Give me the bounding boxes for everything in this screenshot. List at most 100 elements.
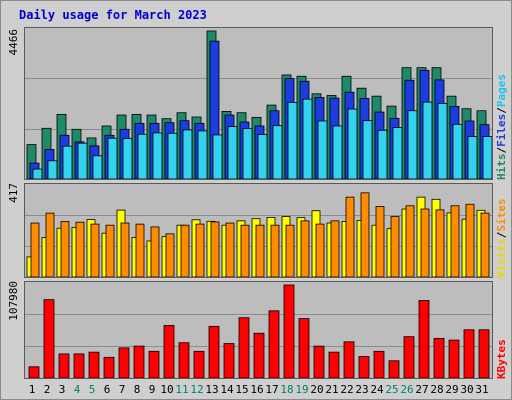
- kbytes-bar: [178, 342, 190, 378]
- x-tick-label: 15: [235, 383, 249, 396]
- pages-bar: [182, 129, 193, 179]
- x-tick-label: 9: [148, 383, 156, 396]
- sites-side-legend: Visits/Sites: [495, 198, 508, 279]
- sites-bar: [480, 212, 490, 277]
- kbytes-bar: [223, 343, 235, 378]
- kbytes-bar: [343, 341, 355, 378]
- pages-bar: [62, 145, 73, 179]
- sites-bar: [465, 203, 475, 277]
- pages-bar: [77, 142, 88, 179]
- hits-files-pages-chart: [25, 30, 492, 179]
- kbytes-bar: [268, 310, 280, 378]
- legend-kbytes: KBytes: [495, 339, 508, 379]
- kbytes-bar: [478, 329, 490, 378]
- sites-bar: [390, 216, 400, 277]
- x-tick-label: 10: [160, 383, 174, 396]
- x-tick-label: 18: [280, 383, 294, 396]
- x-tick-label: 17: [265, 383, 279, 396]
- sites-ymax-label: 417: [7, 183, 20, 203]
- pages-bar: [47, 160, 58, 179]
- pages-bar: [167, 132, 178, 179]
- x-tick-label: 22: [340, 383, 354, 396]
- legend-sites: Sites: [495, 198, 508, 232]
- kbytes-bar: [463, 329, 475, 378]
- kbytes-bar: [238, 317, 250, 378]
- pages-bar: [242, 128, 253, 179]
- sites-bar: [75, 221, 85, 277]
- pages-bar: [467, 136, 478, 179]
- pages-bar: [287, 102, 298, 179]
- kbytes-bar: [283, 284, 295, 378]
- kbytes-bar: [358, 356, 370, 378]
- pages-bar: [407, 110, 418, 179]
- kbytes-bar: [103, 356, 115, 378]
- x-tick-label: 6: [103, 383, 111, 396]
- x-tick-label: 7: [118, 383, 126, 396]
- pages-bar: [437, 103, 448, 179]
- x-tick-label: 14: [220, 383, 234, 396]
- x-tick-label: 23: [355, 383, 369, 396]
- pages-bar: [227, 126, 238, 179]
- x-tick-label: 31: [475, 383, 489, 396]
- pages-bar: [152, 132, 163, 179]
- kbytes-bar: [448, 339, 460, 378]
- sites-bar: [450, 205, 460, 277]
- x-tick-label: 20: [310, 383, 324, 396]
- kbytes-bar: [388, 360, 400, 378]
- sites-bar: [375, 206, 385, 277]
- pages-bar: [302, 98, 313, 179]
- sites-bar: [195, 223, 205, 277]
- x-tick-label: 24: [370, 383, 384, 396]
- x-tick-label: 4: [73, 383, 81, 396]
- x-tick-label: 12: [190, 383, 204, 396]
- pages-bar: [332, 125, 343, 179]
- kbytes-bar: [118, 347, 130, 378]
- sites-bar: [405, 205, 415, 277]
- x-tick-label: 5: [88, 383, 96, 396]
- sites-bar: [315, 223, 325, 277]
- sites-bar: [30, 222, 40, 277]
- pages-bar: [197, 130, 208, 179]
- legend-visits: Visits: [495, 238, 508, 278]
- kbytes-bar: [163, 325, 175, 378]
- pages-bar: [122, 138, 133, 179]
- x-tick-label: 29: [445, 383, 459, 396]
- pages-bar: [317, 120, 328, 179]
- x-tick-label: 28: [430, 383, 444, 396]
- x-tick-label: 19: [295, 383, 309, 396]
- pages-bar: [392, 127, 403, 179]
- kbytes-bar: [313, 345, 325, 378]
- x-tick-label: 3: [58, 383, 66, 396]
- x-tick-label: 27: [415, 383, 429, 396]
- x-tick-label: 30: [460, 383, 474, 396]
- kbytes-bar: [43, 299, 55, 378]
- sites-bar: [225, 222, 235, 277]
- sites-bar: [300, 220, 310, 277]
- sites-bar: [60, 221, 70, 277]
- hits-ymax-label: 4466: [7, 29, 20, 56]
- kbytes-bar: [298, 318, 310, 378]
- kbytes-bar: [418, 300, 430, 378]
- legend-files: Files: [495, 113, 508, 147]
- sites-bar: [180, 224, 190, 277]
- kbytes-bar: [58, 353, 70, 378]
- pages-bar: [482, 136, 492, 179]
- kbytes-chart: [25, 284, 492, 378]
- sites-bar: [120, 222, 130, 277]
- kbytes-panel: [24, 281, 493, 379]
- sites-bar: [270, 224, 280, 277]
- sites-bar: [135, 223, 145, 277]
- kbytes-bar: [88, 351, 100, 378]
- sites-bar: [435, 209, 445, 277]
- kbytes-bar: [133, 345, 145, 378]
- kbytes-ymax-label: 107980: [7, 281, 20, 321]
- kbytes-bar: [373, 350, 385, 378]
- x-tick-label: 1: [28, 383, 36, 396]
- x-tick-label: 13: [205, 383, 219, 396]
- pages-bar: [92, 155, 103, 179]
- chart-title: Daily usage for March 2023: [19, 8, 207, 22]
- x-tick-label: 25: [385, 383, 399, 396]
- hits-files-pages-panel: [24, 27, 493, 180]
- sites-bar: [150, 226, 160, 277]
- x-tick-label: 26: [400, 383, 414, 396]
